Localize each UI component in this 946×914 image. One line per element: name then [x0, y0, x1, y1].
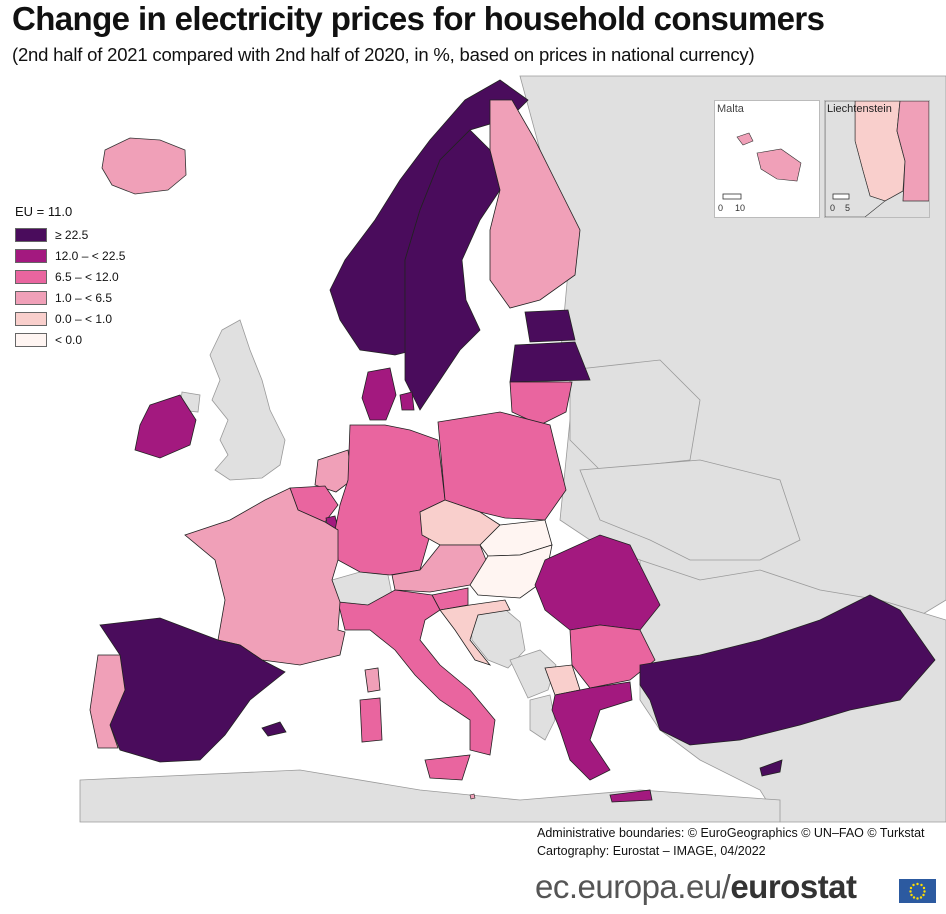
malta-scale-max: 10	[735, 203, 746, 213]
legend-label: 12.0 – < 22.5	[55, 248, 126, 263]
legend-item: 12.0 – < 22.5	[15, 245, 125, 266]
inset-malta: Malta 0 10	[714, 100, 820, 218]
corsica-shape	[364, 667, 381, 693]
sweden-shape	[404, 129, 501, 411]
denmark-shape	[361, 367, 415, 421]
map-credits: Administrative boundaries: © EuroGeograp…	[537, 824, 925, 860]
brand-name: eurostat	[730, 868, 857, 905]
portugal-shape	[89, 654, 126, 749]
iceland-shape	[101, 137, 187, 195]
estonia-shape	[524, 309, 576, 343]
legend-label: ≥ 22.5	[55, 227, 89, 242]
netherlands-shape	[314, 449, 353, 493]
turkey-shape	[639, 594, 936, 746]
hungary-shape	[469, 544, 553, 599]
ireland-shape	[134, 394, 197, 459]
map-title: Change in electricity prices for househo…	[12, 0, 825, 37]
sardinia-shape	[359, 697, 383, 743]
malta-inset-shape	[722, 132, 802, 200]
legend-swatch	[15, 227, 47, 242]
legend-label: 6.5 – < 12.0	[55, 269, 119, 284]
finland-shape	[489, 99, 581, 309]
map-legend: EU = 11.0 ≥ 22.5 12.0 – < 22.5 6.5 – < 1…	[15, 204, 125, 350]
liechtenstein-inset-shape	[825, 101, 929, 217]
croatia-shape	[439, 599, 511, 666]
inset-malta-label: Malta	[717, 103, 744, 115]
legend-item: ≥ 22.5	[15, 224, 125, 245]
inset-liechtenstein: Liechtenstein 0 5	[824, 100, 930, 218]
sicily-shape	[424, 754, 471, 781]
liechtenstein-scale-min: 0	[830, 203, 836, 213]
legend-label: 0.0 – < 1.0	[55, 311, 113, 326]
balearics-shape	[261, 721, 287, 737]
germany-shape	[334, 424, 446, 576]
latvia-shape	[509, 341, 591, 383]
eu-flag-icon	[899, 879, 936, 903]
legend-label: 1.0 – < 6.5	[55, 290, 113, 305]
legend-header: EU = 11.0	[15, 204, 73, 219]
malta-main-shape	[469, 793, 476, 800]
legend-swatch	[15, 248, 47, 263]
credits-boundaries: Administrative boundaries: © EuroGeograp…	[537, 826, 925, 840]
inset-liechtenstein-label: Liechtenstein	[827, 103, 892, 115]
legend-item: < 0.0	[15, 329, 125, 350]
legend-swatch	[15, 332, 47, 347]
malta-scale-min: 0	[718, 203, 724, 213]
legend-item: 6.5 – < 12.0	[15, 266, 125, 287]
legend-swatch	[15, 311, 47, 326]
legend-label: < 0.0	[55, 332, 83, 347]
map-subtitle: (2nd half of 2021 compared with 2nd half…	[12, 44, 755, 65]
legend-item: 1.0 – < 6.5	[15, 287, 125, 308]
cyprus-shape	[759, 759, 783, 777]
credits-cartography: Cartography: Eurostat – IMAGE, 04/2022	[537, 844, 766, 858]
north-macedonia-shape	[544, 664, 581, 696]
eurostat-link[interactable]: ec.europa.eu/eurostat	[535, 868, 857, 906]
liechtenstein-scale-max: 5	[845, 203, 851, 213]
greece-shape	[551, 681, 653, 803]
brand-prefix: ec.europa.eu/	[535, 868, 731, 905]
legend-swatch	[15, 290, 47, 305]
legend-item: 0.0 – < 1.0	[15, 308, 125, 329]
legend-swatch	[15, 269, 47, 284]
lithuania-shape	[509, 381, 573, 426]
italy-shape	[337, 589, 496, 756]
